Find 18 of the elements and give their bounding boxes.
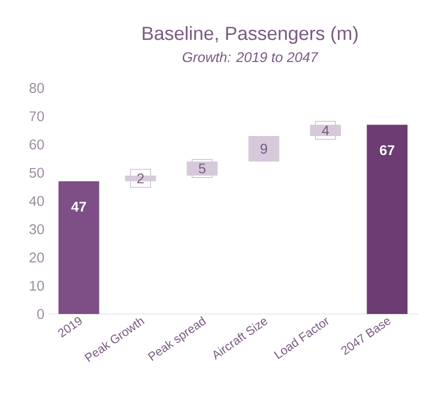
y-tick-label: 0	[37, 309, 44, 319]
data-label: 47	[71, 202, 86, 212]
chart-subtitle: Growth: 2019 to 2047	[182, 52, 318, 62]
data-label: 67	[380, 145, 394, 156]
data-label: 2	[137, 174, 144, 184]
y-tick-label: 80	[30, 83, 44, 93]
y-tick-label: 70	[30, 111, 44, 122]
data-label: 5	[198, 164, 206, 174]
y-tick-label: 50	[29, 168, 44, 178]
y-tick-label: 60	[30, 140, 44, 150]
y-tick-label: 40	[29, 196, 44, 206]
chart-title: Baseline, Passengers (m)	[142, 26, 358, 44]
data-label: 4	[322, 126, 329, 136]
bar	[248, 136, 280, 162]
y-tick-label: 10	[30, 280, 44, 291]
y-tick-label: 20	[30, 252, 44, 262]
data-label: 9	[260, 144, 268, 154]
y-tick-label: 30	[29, 224, 44, 234]
